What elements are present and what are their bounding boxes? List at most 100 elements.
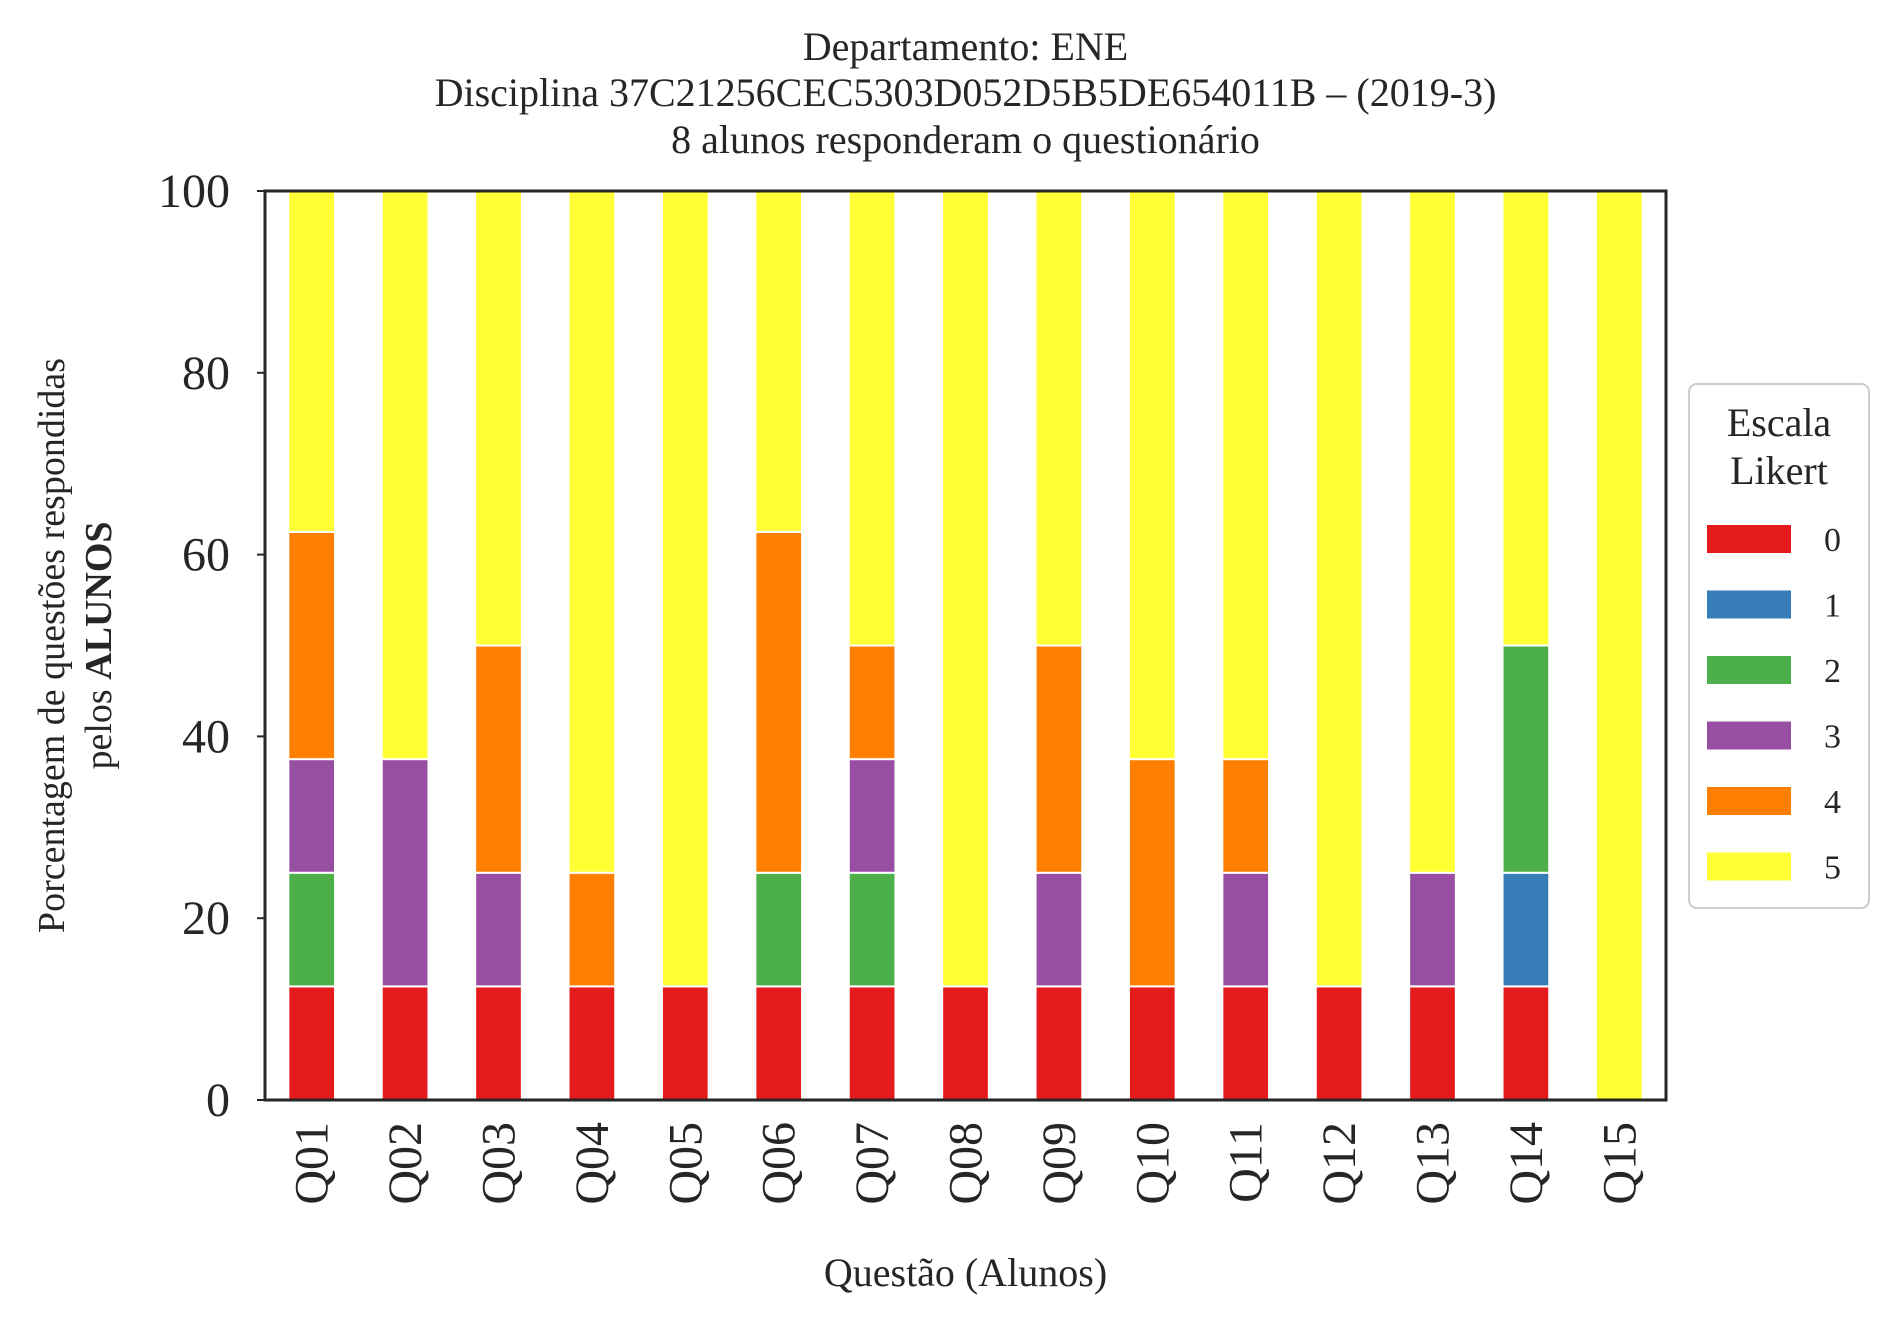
y-tick-label: 40 [182, 710, 230, 763]
bar-q10-level-0 [1127, 985, 1177, 1101]
legend-swatch-3 [1707, 721, 1791, 750]
bar-q05-level-5 [660, 190, 710, 988]
bar-q14-level-0 [1501, 985, 1551, 1101]
legend-label-5: 5 [1824, 850, 1841, 887]
legend-title-line-1: Escala [1727, 400, 1832, 445]
legend-label-0: 0 [1824, 522, 1841, 559]
bars [287, 190, 1644, 1101]
y-tick-label: 0 [206, 1074, 230, 1127]
x-tick-label-q01: Q01 [286, 1122, 339, 1205]
legend-swatch-2 [1707, 656, 1791, 684]
y-label-bold: ALUNOS [78, 521, 120, 679]
bar-q07-level-2 [847, 871, 897, 988]
bar-q03-level-0 [474, 985, 523, 1101]
bar-q09-level-5 [1034, 190, 1084, 647]
bar-q14-level-1 [1501, 871, 1551, 988]
bar-q06-level-4 [754, 530, 804, 874]
y-tick-label: 80 [182, 347, 230, 400]
bar-q07-level-4 [847, 644, 897, 761]
bar-q08-level-0 [941, 985, 990, 1101]
legend-swatch-0 [1707, 525, 1791, 553]
x-axis-label: Questão (Alunos) [824, 1250, 1107, 1295]
y-label-line-1: Porcentagem de questões respondidas [31, 358, 73, 933]
bar-q03-level-5 [474, 190, 523, 647]
title-line-2: Disciplina 37C21256CEC5303D052D5B5DE6540… [435, 70, 1497, 115]
bar-q09-level-0 [1034, 985, 1084, 1101]
bar-q15-level-5 [1594, 190, 1644, 1101]
x-tick-label-q03: Q03 [473, 1122, 526, 1205]
legend-title-line-2: Likert [1730, 448, 1828, 493]
legend-frame [1688, 383, 1870, 909]
legend-label-1: 1 [1824, 588, 1841, 625]
x-tick-label-q05: Q05 [659, 1122, 712, 1205]
bar-q14-level-2 [1501, 644, 1551, 874]
x-tick-label-q13: Q13 [1407, 1122, 1460, 1205]
bar-q03-level-4 [474, 644, 523, 874]
bar-q06-level-0 [754, 985, 804, 1101]
bar-q01-level-2 [287, 871, 337, 988]
plot-frame [263, 189, 1668, 1102]
legend-label-4: 4 [1824, 784, 1841, 821]
bar-q03-level-3 [474, 871, 523, 988]
bar-q13-level-5 [1408, 190, 1457, 874]
bar-q01-level-0 [287, 985, 337, 1101]
legend-swatch-4 [1707, 787, 1791, 815]
bar-q11-level-4 [1221, 758, 1271, 874]
bar-q02-level-5 [380, 190, 430, 761]
x-tick-label-q07: Q07 [846, 1122, 899, 1205]
x-tick-label-q10: Q10 [1126, 1122, 1179, 1205]
bar-q06-level-2 [754, 871, 804, 988]
bar-q02-level-3 [380, 758, 430, 988]
legend-label-2: 2 [1824, 653, 1841, 690]
bar-q10-level-5 [1127, 190, 1177, 761]
legend-swatch-1 [1707, 590, 1791, 619]
legend-label-3: 3 [1824, 719, 1841, 756]
x-tick-label-q04: Q04 [566, 1122, 619, 1205]
x-tick-label-q08: Q08 [940, 1122, 993, 1205]
y-tick-label: 20 [182, 892, 230, 945]
axes: 0 20 40 60 80 100 Q01 Q02 Q03 Q04 Q05 Q06 Q07 Q08 Q09 Q… [158, 165, 1668, 1205]
bar-q05-level-0 [660, 985, 710, 1101]
x-tick-label-q09: Q09 [1033, 1122, 1086, 1205]
bar-q08-level-5 [941, 190, 990, 988]
y-label-prefix: pelos [78, 680, 120, 770]
x-label: Questão (Alunos) [824, 1250, 1107, 1295]
x-tick-label-q12: Q12 [1313, 1122, 1366, 1205]
bar-q04-level-0 [567, 985, 617, 1101]
x-tick-label-q06: Q06 [753, 1122, 806, 1205]
bar-q07-level-3 [847, 758, 897, 874]
bar-q10-level-4 [1127, 758, 1177, 988]
bar-q07-level-5 [847, 190, 897, 647]
bar-q06-level-5 [754, 190, 804, 533]
bar-q13-level-0 [1408, 985, 1457, 1101]
bar-q11-level-3 [1221, 871, 1271, 988]
bar-q13-level-3 [1408, 871, 1457, 988]
bar-q01-level-3 [287, 758, 337, 874]
title-line-3: 8 alunos responderam o questionário [671, 117, 1260, 162]
legend-swatch-5 [1707, 852, 1791, 881]
bar-q01-level-4 [287, 530, 337, 761]
bar-q09-level-4 [1034, 644, 1084, 874]
bar-q12-level-0 [1314, 985, 1364, 1101]
x-tick-label-q14: Q14 [1500, 1122, 1553, 1205]
x-tick-label-q02: Q02 [379, 1122, 432, 1205]
bar-q12-level-5 [1314, 190, 1364, 988]
bar-q01-level-5 [287, 190, 337, 533]
title-line-1: Departamento: ENE [803, 24, 1128, 69]
bar-q14-level-5 [1501, 190, 1551, 647]
bar-q04-level-4 [567, 871, 617, 988]
x-tick-label-q15: Q15 [1593, 1122, 1646, 1205]
x-tick-label-q11: Q11 [1220, 1122, 1273, 1203]
bar-q09-level-3 [1034, 871, 1084, 988]
bar-q02-level-0 [380, 985, 430, 1101]
bar-q11-level-5 [1221, 190, 1271, 761]
y-tick-label: 60 [182, 529, 230, 582]
bar-q11-level-0 [1221, 985, 1271, 1101]
y-axis-label: Porcentagem de questões respondidas pelos… [31, 358, 120, 933]
y-label-line-2: pelos ALUNOS [78, 521, 120, 769]
bar-q04-level-5 [567, 190, 617, 874]
